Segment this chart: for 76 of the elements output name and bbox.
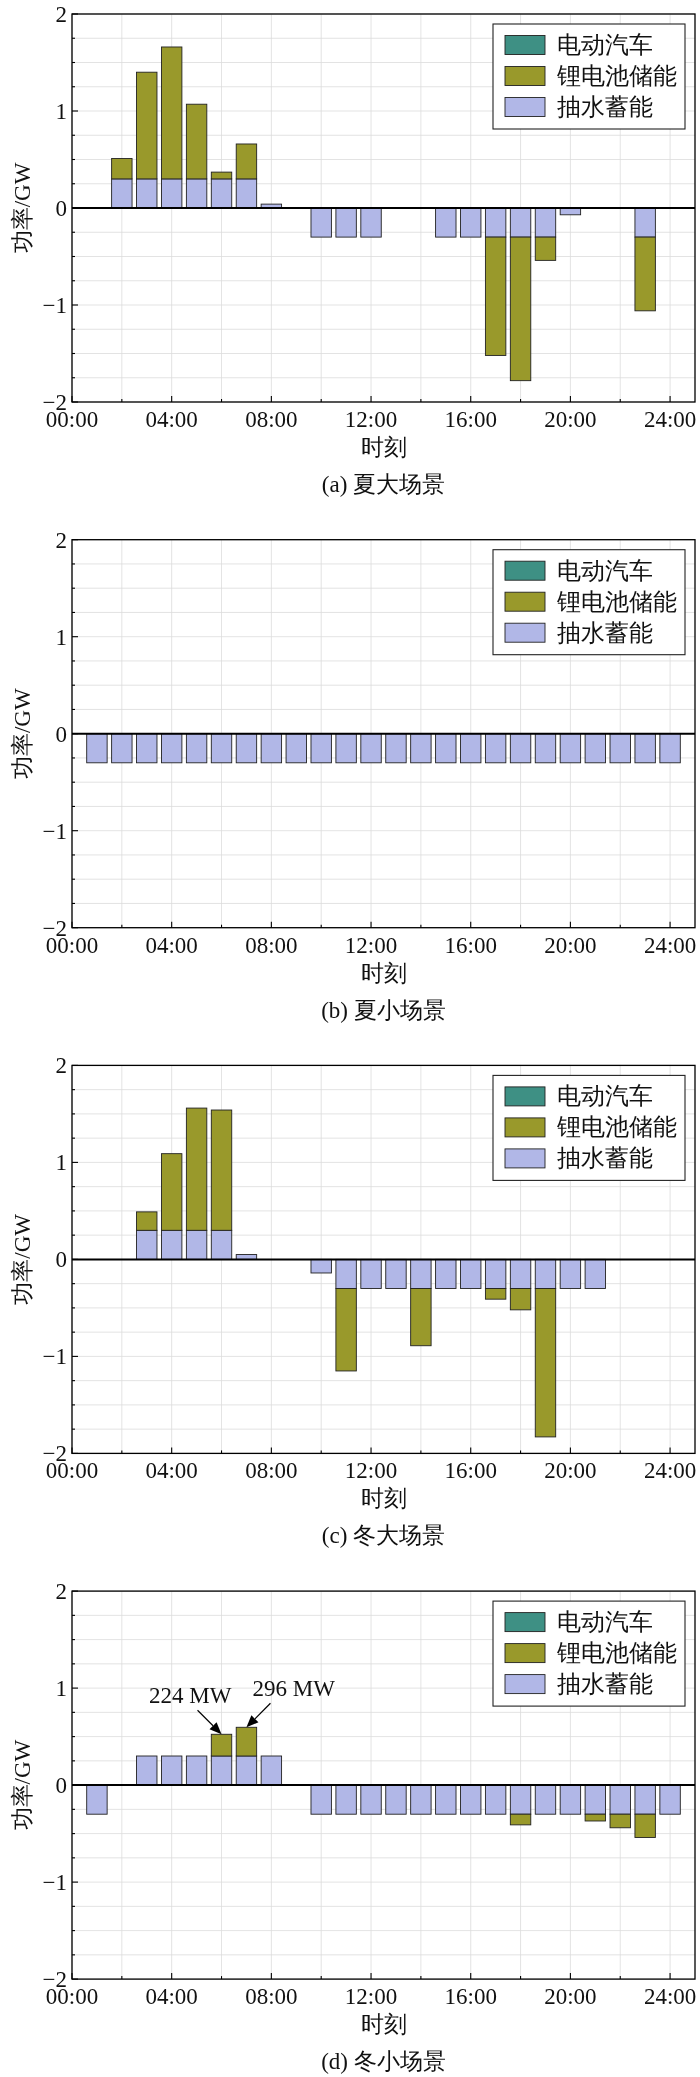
x-axis-title: 时刻 [360, 1486, 407, 1512]
y-tick-label: 2 [55, 2, 67, 27]
x-axis-title: 时刻 [360, 960, 407, 986]
y-tick-label: −1 [42, 1344, 67, 1370]
y-tick-label: 1 [55, 1150, 67, 1176]
x-tick-label: 20:00 [544, 932, 597, 958]
y-tick-label: 1 [55, 1676, 67, 1702]
text: (d) 冬小场景 [321, 2049, 446, 2075]
bar [484, 1784, 507, 1815]
legend-label: 电动汽车 [557, 1609, 653, 1636]
y-tick-label: 0 [55, 721, 67, 747]
x-tick-label: 08:00 [245, 1984, 298, 2010]
legend-label: 电动汽车 [557, 1083, 653, 1110]
y-tick-label: −1 [42, 1870, 67, 1896]
legend-label: 抽水蓄能 [557, 1145, 653, 1172]
x-tick-label: 20:00 [544, 1458, 597, 1484]
x-tick-label: 04:00 [145, 1458, 198, 1484]
legend-label: 锂电池储能 [556, 588, 677, 615]
legend-label: 抽水蓄能 [557, 619, 653, 646]
bar [460, 1784, 482, 1815]
bar [136, 1755, 158, 1786]
bar [385, 1784, 407, 1815]
bar [360, 1258, 382, 1289]
bar [435, 1258, 457, 1289]
bar [360, 1784, 382, 1815]
bar [534, 1784, 557, 1815]
x-axis-title: 时刻 [360, 2012, 407, 2038]
x-tick-label: 04:00 [145, 1984, 198, 2010]
x-tick-label: 08:00 [245, 932, 298, 958]
x-tick-label: 08:00 [245, 1458, 298, 1484]
bar [185, 1755, 208, 1786]
x-tick-label: 12:00 [344, 1458, 398, 1484]
annotation: 224 MW [149, 1683, 232, 1735]
x-tick-label: 16:00 [444, 932, 497, 958]
y-tick-label: 1 [55, 624, 67, 650]
y-axis-title: 功率/GW [10, 1739, 35, 1831]
legend-label: 电动汽车 [557, 557, 653, 584]
text: (b) 夏小场景 [321, 997, 446, 1023]
bar [335, 1784, 357, 1815]
bar [260, 1755, 283, 1786]
y-tick-label: 0 [55, 1773, 67, 1799]
x-tick-label: 24:00 [643, 1984, 697, 2010]
bar [584, 1258, 606, 1289]
x-tick-label: 24:00 [643, 932, 697, 958]
legend-label: 抽水蓄能 [557, 1671, 653, 1698]
bar [86, 1784, 108, 1815]
y-axis-title: 功率/GW [10, 688, 35, 780]
legend-label: 锂电池储能 [556, 1640, 677, 1667]
bar [559, 1258, 582, 1289]
bar [460, 1258, 482, 1289]
y-axis-title: 功率/GW [10, 1213, 35, 1305]
bar [385, 1258, 407, 1289]
bar [161, 1755, 183, 1786]
annotation: 296 MW [246, 1676, 335, 1728]
y-tick-label: 2 [55, 527, 67, 553]
y-tick-label: −1 [42, 818, 67, 844]
x-tick-label: 20:00 [544, 1984, 597, 2010]
legend-label: 锂电池储能 [556, 1114, 677, 1141]
x-tick-label: 12:00 [344, 932, 398, 958]
annotation: 224 MW [149, 1683, 232, 1709]
y-tick-label: 2 [55, 1579, 67, 1605]
bar [310, 1784, 332, 1815]
x-tick-label: 12:00 [344, 1984, 398, 2010]
x-tick-label: 16:00 [444, 1984, 497, 2010]
bar [659, 1784, 681, 1815]
x-tick-label: 24:00 [643, 1458, 697, 1484]
x-tick-label: 16:00 [444, 1458, 497, 1484]
bar [410, 1784, 432, 1815]
annotation: 296 MW [252, 1676, 336, 1702]
text: (c) 冬大场景 [321, 1523, 446, 1549]
y-tick-label: 2 [55, 1053, 67, 1079]
bar [559, 1784, 582, 1815]
bar [435, 1784, 457, 1815]
bar [310, 1258, 332, 1274]
x-tick-label: 04:00 [145, 932, 198, 958]
y-tick-label: 0 [55, 1247, 67, 1273]
